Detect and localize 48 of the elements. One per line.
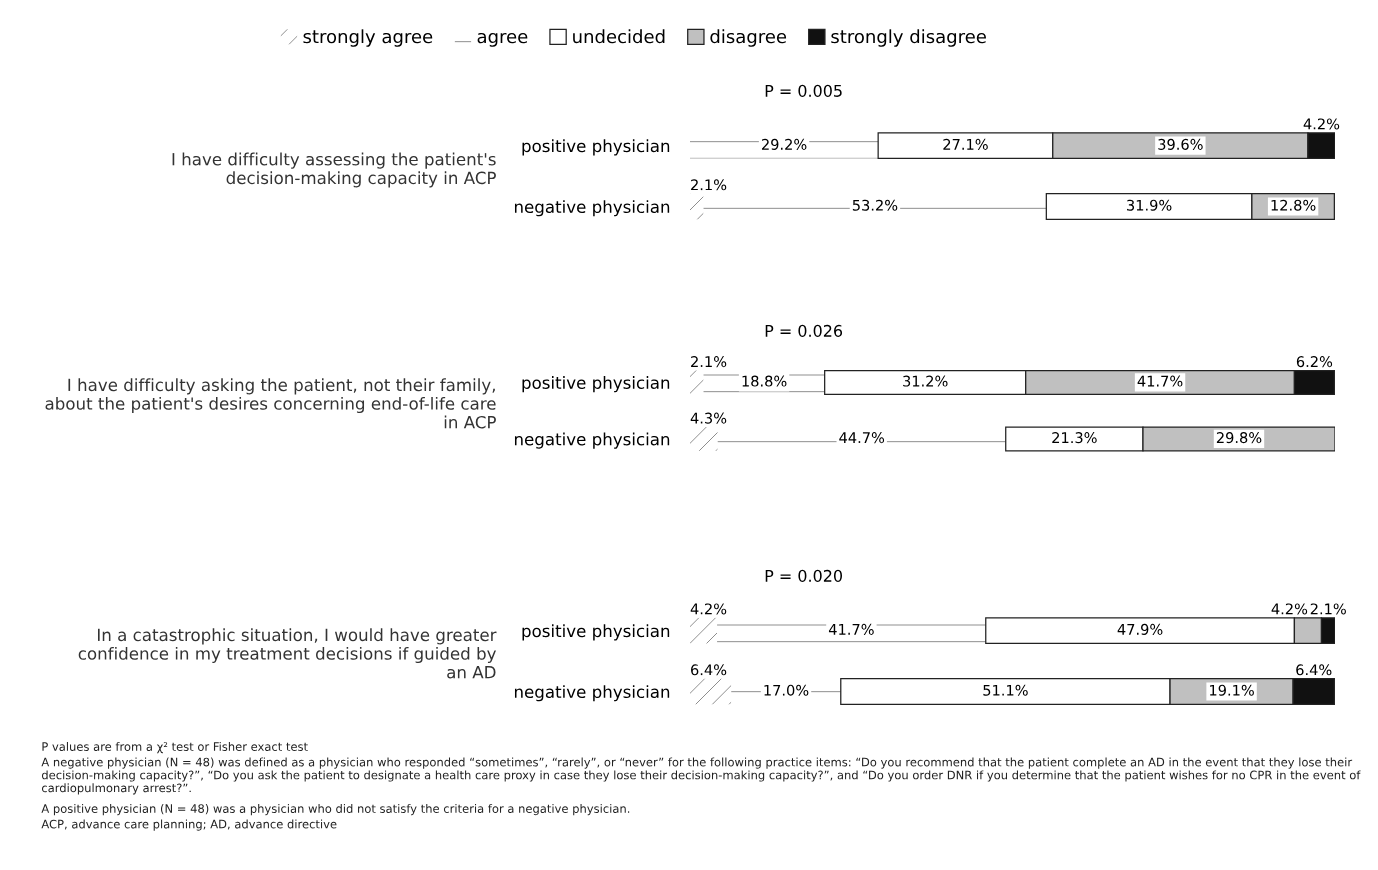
data-label: 47.9%	[1117, 623, 1163, 635]
data-label: 29.2%	[761, 138, 807, 150]
data-label: 6.2%	[1296, 356, 1333, 368]
data-label: 2.1%	[691, 356, 727, 368]
y-axis-title: In a catastrophic situation, I would have greater confidence in my treatment decisions if guided by an AD	[78, 628, 497, 679]
y-tick-label: positive physician	[522, 624, 670, 641]
data-label: 6.4%	[1296, 664, 1332, 676]
y-tick-label: negative physician	[514, 685, 670, 702]
data-label: 2.1%	[691, 179, 727, 191]
data-label: 6.4%	[691, 664, 727, 676]
y-tick-label: positive physician	[522, 376, 670, 393]
data-label: 19.1%	[1210, 684, 1254, 696]
data-label: 4.2%	[1303, 118, 1340, 130]
data-label: 12.8%	[1271, 199, 1316, 211]
data-label: 4.2%	[690, 603, 727, 615]
data-label: 31.9%	[1127, 199, 1172, 211]
data-label: 44.7%	[839, 432, 885, 444]
data-label: 41.7%	[828, 623, 874, 635]
data-label: 4.3%	[690, 412, 727, 424]
y-axis-title: I have difficulty asking the patient, not their family, about the patient's desires concerning end-of-life care in ACP	[45, 378, 496, 429]
data-label: 2.1%	[1310, 603, 1346, 615]
text: A positive physician (N = 48) was a physician who did not satisfy the criteria for a negative physician.	[41, 804, 630, 816]
legend-label: disagree	[710, 29, 787, 47]
data-label: 39.6%	[1158, 138, 1203, 150]
y-tick-label: negative physician	[514, 432, 670, 449]
chart-title: P = 0.020	[765, 569, 843, 582]
data-label: 17.0%	[764, 684, 809, 696]
chart-title: P = 0.005	[765, 84, 842, 97]
data-label: 18.8%	[742, 375, 787, 387]
legend-label: undecided	[573, 29, 665, 44]
y-tick-label: negative physician	[514, 200, 670, 217]
data-label: 4.2%	[1271, 603, 1308, 615]
data-label: 21.3%	[1052, 432, 1097, 444]
chart-title: P = 0.026	[765, 324, 843, 337]
text: P values are from a χ² test or Fisher exact test	[42, 742, 308, 754]
y-axis-title: I have difficulty assessing the patient's decision-making capacity in ACP	[172, 152, 496, 188]
y-tick-label: positive physician	[522, 139, 670, 156]
data-label: 53.2%	[852, 199, 898, 211]
legend-label: strongly agree	[303, 29, 433, 47]
data-label: 29.8%	[1216, 432, 1262, 444]
legend-label: strongly disagree	[831, 29, 986, 47]
text: ACP, advance care planning; AD, advance directive	[41, 819, 337, 831]
data-label: 41.7%	[1137, 375, 1183, 387]
text: A negative physician (N = 48) was defined as a physician who responded “sometimes”, “rarely”, or “never” for the following practice items: “Do you recommend that the patient complete an AD in the event that they lose their decision-making capacity?”, “Do you ask the patient to designate a health care proxy in case they lose their decision-making capacity?”, and “Do you order DNR if you determine that the patient wishes for no CPR in the event of cardiopulmonary arrest?”.	[41, 757, 1361, 795]
legend-label: agree	[477, 32, 528, 47]
data-label: 27.1%	[943, 138, 988, 150]
data-label: 31.2%	[903, 375, 948, 387]
data-label: 51.1%	[983, 684, 1028, 696]
